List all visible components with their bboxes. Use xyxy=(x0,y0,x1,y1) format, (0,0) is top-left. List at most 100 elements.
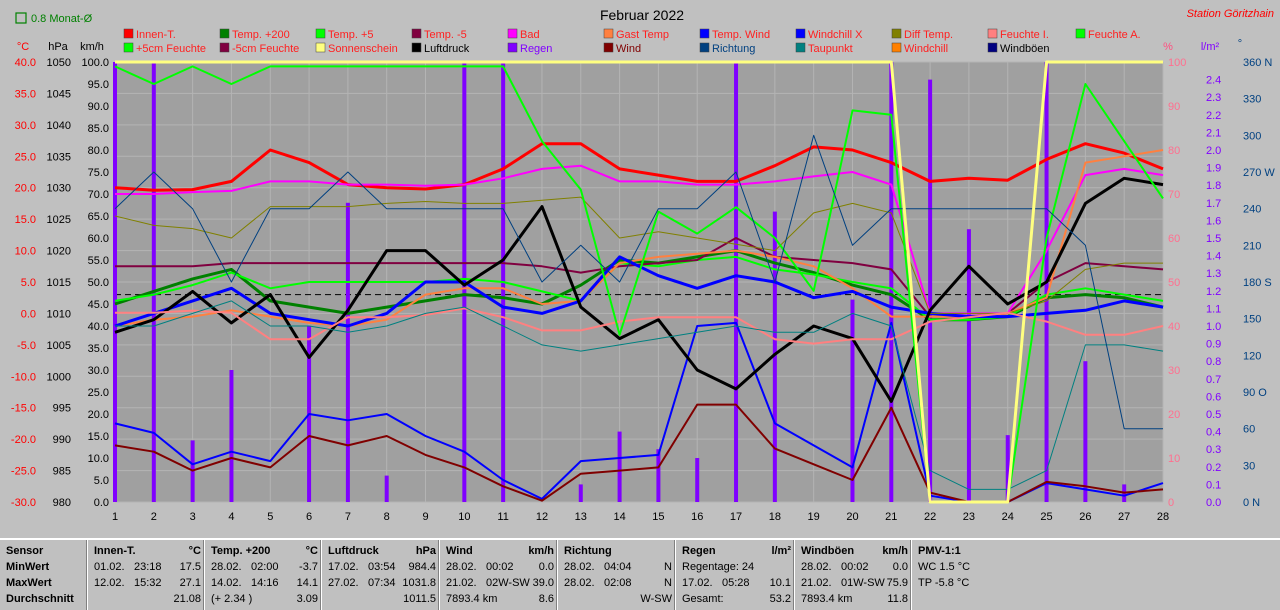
stats-row: 21.08 xyxy=(88,592,205,608)
rain-bar xyxy=(578,484,583,502)
stats-row: WC 1.5 °C xyxy=(912,560,1002,576)
pressure-tick-label: 1025 xyxy=(47,214,71,226)
stats-row: 17.02. 03:54 984.4 xyxy=(322,560,440,576)
stats-row: 12.02. 15:32 27.1 xyxy=(88,576,205,592)
stats-separator xyxy=(320,540,322,610)
chart-title: Februar 2022 xyxy=(600,7,684,23)
rain-tick-label: 1.7 xyxy=(1206,198,1221,210)
wind-tick-label: 100.0 xyxy=(81,57,109,69)
header: 0.8 Monat-Ø Februar 2022 Station Göritzh… xyxy=(15,7,1274,25)
stats-separator xyxy=(86,540,88,610)
stats-time: 07:34 xyxy=(368,577,396,589)
x-tick-label: 27 xyxy=(1118,511,1130,523)
series-line-feuchte-i- xyxy=(115,307,1164,345)
stats-header-unit: °C xyxy=(188,545,201,557)
pressure-tick-label: 990 xyxy=(53,434,71,446)
legend-label: Regen xyxy=(520,43,552,55)
stats-value: -3.7 xyxy=(299,561,318,573)
temp-tick-label: 10.0 xyxy=(15,246,36,258)
pressure-tick-label: 1020 xyxy=(47,246,71,258)
stats-row: 14.02. 14:16 14.1 xyxy=(205,576,322,592)
stats-header-label: Windböen xyxy=(801,545,855,557)
rain-bar xyxy=(229,370,234,502)
wind-tick-label: 70.0 xyxy=(88,189,109,201)
x-tick-label: 2 xyxy=(151,511,157,523)
x-tick-label: 1 xyxy=(112,511,118,523)
weather-chart: °C hPa km/h% l/m² °40.035.030.025.020.015.01… xyxy=(10,7,1276,523)
stats-row: 17.02. 05:28 10.1 xyxy=(676,576,795,592)
legend-swatch xyxy=(603,28,614,39)
rain-bar xyxy=(1083,361,1088,502)
stats-date: Gesamt: xyxy=(682,593,724,605)
stats-header: Wind km/h xyxy=(440,544,558,560)
direction-tick-label: 210 xyxy=(1243,240,1261,252)
temp-tick-label: 30.0 xyxy=(15,120,36,132)
stats-header-unit: km/h xyxy=(882,545,908,557)
legend-label: Diff Temp. xyxy=(904,29,953,41)
rain-tick-label: 0.5 xyxy=(1206,409,1221,421)
legend-label: Feuchte I. xyxy=(1000,29,1049,41)
stats-date: 28.02. xyxy=(801,561,832,573)
x-tick-label: 21 xyxy=(885,511,897,523)
rain-bar xyxy=(772,211,777,502)
pressure-tick-label: 1030 xyxy=(47,183,71,195)
rain-bar xyxy=(384,475,389,502)
legend-swatch xyxy=(699,28,710,39)
stats-time: 03:54 xyxy=(368,561,396,573)
stats-value: 0.0 xyxy=(892,561,908,573)
x-tick-label: 12 xyxy=(536,511,548,523)
axes: °C hPa km/h% l/m² °40.035.030.025.020.015.01… xyxy=(11,38,1275,523)
stats-value: 984.4 xyxy=(408,561,436,573)
rain-tick-label: 2.4 xyxy=(1206,75,1221,87)
legend-swatch xyxy=(795,42,806,53)
x-tick-label: 17 xyxy=(730,511,742,523)
wind-tick-label: 20.0 xyxy=(88,409,109,421)
legend-swatch xyxy=(603,42,614,53)
direction-axis-unit: ° xyxy=(1238,38,1242,50)
stats-row: 28.02. 04:04 N xyxy=(558,560,676,576)
rain-bar xyxy=(734,62,739,502)
legend-label: Temp. +5 xyxy=(328,29,374,41)
stats-row xyxy=(912,592,1002,608)
pressure-tick-label: 1010 xyxy=(47,308,71,320)
series-line-innen-t- xyxy=(114,142,1164,192)
stats-value: 3.09 xyxy=(296,593,318,605)
direction-tick-label: 150 xyxy=(1243,314,1261,326)
stats-column: Richtung 28.02. 04:04 N 28.02. 02:08 N W-SW xyxy=(558,540,676,610)
stats-column: Regen l/m² Regentage: 24 17.02. 05:28 10.1 Ges… xyxy=(676,540,795,610)
legend-label: Sonnenschein xyxy=(328,43,398,55)
stats-row: 28.02. 02:00 -3.7 xyxy=(205,560,322,576)
legend-swatch xyxy=(507,28,518,39)
direction-tick-label: 60 xyxy=(1243,424,1255,436)
wind-tick-label: 85.0 xyxy=(88,123,109,135)
stats-date: (+ 2.34 ) xyxy=(211,593,253,605)
stats-value: N xyxy=(664,561,672,573)
rain-tick-label: 1.2 xyxy=(1206,286,1221,298)
stats-separator xyxy=(438,540,440,610)
stats-value: 75.9 xyxy=(886,577,908,589)
legend-swatch xyxy=(315,28,326,39)
wind-tick-label: 95.0 xyxy=(88,79,109,91)
stats-column: Sensor MinWert MaxWert Durchschnitt xyxy=(0,540,88,610)
stats-header-unit: °C xyxy=(305,545,318,557)
period-checkbox-icon[interactable] xyxy=(15,12,27,24)
rain-tick-label: 1.1 xyxy=(1206,303,1221,315)
stats-value: 8.6 xyxy=(538,593,554,605)
legend-swatch xyxy=(987,42,998,53)
wind-tick-label: 55.0 xyxy=(88,255,109,267)
stats-column: PMV-1:1 WC 1.5 °C TP -5.8 °C xyxy=(912,540,1002,610)
x-tick-label: 23 xyxy=(963,511,975,523)
x-tick-label: 24 xyxy=(1002,511,1014,523)
legend-label: Luftdruck xyxy=(424,43,470,55)
stats-time: 04:04 xyxy=(604,561,632,573)
x-tick-label: 9 xyxy=(422,511,428,523)
x-tick-label: 18 xyxy=(769,511,781,523)
series-line-richtung xyxy=(114,134,1163,430)
x-tick-label: 16 xyxy=(691,511,703,523)
rain-tick-label: 0.0 xyxy=(1206,497,1221,509)
stats-column: Temp. +200 °C 28.02. 02:00 -3.7 14.02. 14:16 14… xyxy=(205,540,322,610)
station-name: Station Göritzhain xyxy=(1187,8,1274,20)
humidity-tick-label: 30 xyxy=(1168,365,1180,377)
x-tick-label: 7 xyxy=(345,511,351,523)
rain-tick-label: 1.6 xyxy=(1206,215,1221,227)
